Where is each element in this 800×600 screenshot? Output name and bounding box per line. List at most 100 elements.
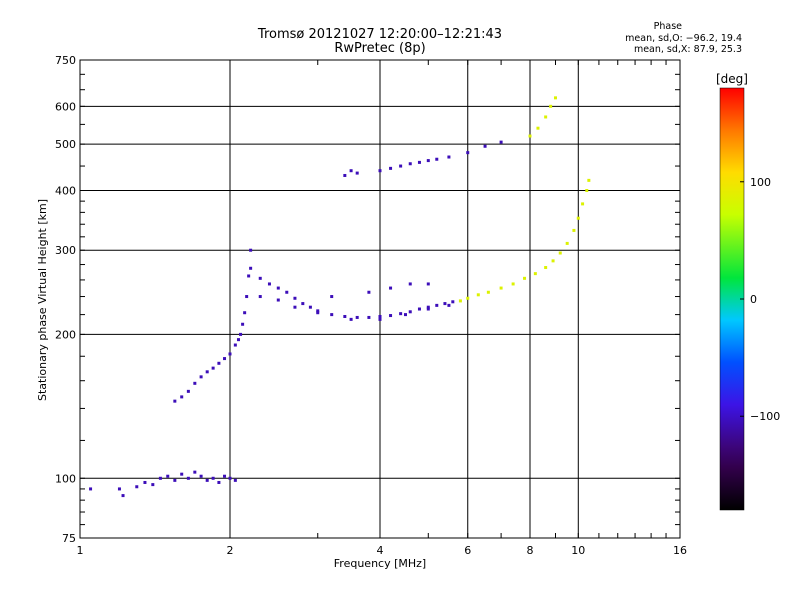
x-tick-label: 2 <box>227 544 234 557</box>
data-point-o <box>301 302 305 306</box>
phase-title: Phase <box>653 21 682 32</box>
data-point-o <box>173 399 177 403</box>
data-point-o <box>499 140 503 144</box>
data-point-o <box>180 395 184 399</box>
data-point-x <box>551 259 555 263</box>
y-tick-label: 75 <box>62 532 76 545</box>
data-point-o <box>285 290 289 294</box>
data-point-o <box>211 476 215 480</box>
data-point-o <box>245 295 249 299</box>
data-point-o <box>355 315 359 319</box>
axis-ticks: 1 2 4 6 8 10 16 75 100 200 300 400 500 600 750 <box>55 54 687 557</box>
data-point-x <box>528 134 532 138</box>
data-point-o <box>193 470 197 474</box>
data-point-o <box>258 295 262 299</box>
y-tick-label: 100 <box>55 472 76 485</box>
data-point-x <box>581 202 585 206</box>
data-point-o <box>211 366 215 370</box>
data-point-o <box>435 157 439 161</box>
colorbar-label: [deg] <box>716 72 748 86</box>
data-point-x <box>576 216 580 220</box>
data-point-x <box>587 178 591 182</box>
data-point-x <box>549 104 553 108</box>
data-point-o <box>241 322 245 326</box>
data-point-o <box>89 487 93 491</box>
x-tick-label: 16 <box>673 544 687 557</box>
data-point-o <box>180 472 184 476</box>
data-point-o <box>233 478 237 482</box>
data-point-o <box>378 314 382 318</box>
data-point-o <box>483 144 487 148</box>
data-point-x <box>553 96 557 100</box>
data-point-o <box>343 314 347 318</box>
data-point-o <box>451 300 455 304</box>
data-point-o <box>389 286 393 290</box>
data-point-o <box>233 343 237 347</box>
data-point-o <box>217 480 221 484</box>
data-point-o <box>173 478 177 482</box>
y-tick-label: 200 <box>55 328 76 341</box>
data-point-o <box>426 159 430 163</box>
data-point-o <box>121 494 125 498</box>
data-point-o <box>247 274 251 278</box>
data-point-x <box>544 115 548 119</box>
data-point-o <box>276 298 280 302</box>
data-point-o <box>151 483 155 487</box>
data-point-o <box>330 295 334 299</box>
data-point-o <box>276 286 280 290</box>
y-tick-label: 600 <box>55 100 76 113</box>
data-point-o <box>435 303 439 307</box>
phase-mean-x: mean, sd,X: 87.9, 25.3 <box>633 44 742 55</box>
colorbar-tick-label: −100 <box>750 410 780 423</box>
data-point-o <box>308 305 312 309</box>
x-tick-label: 4 <box>377 544 384 557</box>
data-point-o <box>217 361 221 365</box>
data-point-o <box>355 171 359 175</box>
data-point-o <box>426 282 430 286</box>
data-point-o <box>389 314 393 318</box>
data-point-o <box>267 282 271 286</box>
data-point-x <box>565 241 569 245</box>
data-point-o <box>378 317 382 321</box>
chart-subtitle: RwPretec (8p) <box>334 41 426 56</box>
data-point-o <box>166 474 170 478</box>
data-point-o <box>466 151 470 155</box>
data-point-o <box>443 302 447 306</box>
data-point-o <box>343 173 347 177</box>
data-point-x <box>533 272 537 276</box>
data-point-o <box>228 352 232 356</box>
data-point-o <box>228 476 232 480</box>
x-tick-label: 1 <box>77 544 84 557</box>
colorbar-tick-label: 0 <box>750 293 757 306</box>
data-point-x <box>476 293 480 297</box>
data-point-o <box>117 487 121 491</box>
chart-title: Tromsø 20121027 12:20:00–12:21:43 <box>257 27 503 42</box>
data-point-o <box>417 307 421 311</box>
data-point-x <box>536 126 540 130</box>
data-point-x <box>466 296 470 300</box>
data-point-o <box>426 305 430 309</box>
data-point-o <box>349 169 353 173</box>
data-point-o <box>158 476 162 480</box>
data-point-o <box>399 312 403 316</box>
data-point-o <box>408 282 412 286</box>
data-point-x <box>572 228 576 232</box>
y-tick-label: 400 <box>55 184 76 197</box>
data-point-o <box>447 303 451 307</box>
data-point-o <box>243 311 247 315</box>
x-tick-label: 8 <box>527 544 534 557</box>
colorbar-tick-label: 100 <box>750 176 771 189</box>
data-point-o <box>367 315 371 319</box>
colorbar: [deg] 100 0 −100 <box>716 72 780 511</box>
data-point-x <box>458 299 462 303</box>
data-point-o <box>205 478 209 482</box>
x-axis-label: Frequency [MHz] <box>334 557 426 570</box>
data-point-o <box>186 389 190 393</box>
data-point-o <box>417 160 421 164</box>
y-tick-label: 300 <box>55 244 76 257</box>
data-point-o <box>316 309 320 313</box>
data-point-x <box>523 276 527 280</box>
data-point-o <box>199 474 203 478</box>
data-point-o <box>399 164 403 168</box>
